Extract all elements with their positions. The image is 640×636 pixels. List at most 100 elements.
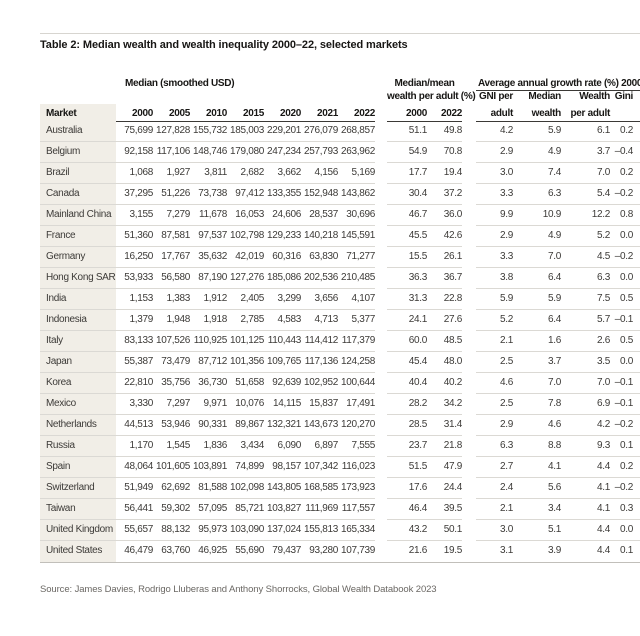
median-value: 103,891 — [190, 457, 227, 478]
table-row: Belgium 92,158 117,106 148,746 179,080 247,23… — [40, 142, 640, 163]
median-mean-value: 21.8 — [427, 436, 462, 457]
median-value: 1,383 — [153, 289, 190, 310]
column-gap — [462, 373, 476, 394]
table-bottom-rule — [40, 562, 640, 563]
median-value: 48,064 — [116, 457, 153, 478]
table-row: Spain 48,064 101,605 103,891 74,899 98,157 107… — [40, 457, 640, 478]
median-mean-value: 45.4 — [387, 352, 427, 373]
median-value: 4,156 — [301, 163, 338, 184]
median-value: 100,644 — [338, 373, 375, 394]
table-row: Australia 75,699 127,828 155,732 185,003 229,… — [40, 121, 640, 142]
median-mean-value: 21.6 — [408, 545, 428, 556]
median-value: 71,277 — [338, 247, 375, 268]
column-gap — [462, 104, 476, 122]
growth-value: 5.9 — [476, 289, 513, 310]
median-value: 155,732 — [190, 121, 227, 142]
growth-value: 0.2 — [610, 457, 640, 478]
median-mean-value: 19.5 — [443, 545, 463, 556]
table-row: Brazil 1,068 1,927 3,811 2,682 3,662 4,156 5,16… — [40, 163, 640, 184]
growth-value: 3.4 — [513, 499, 561, 520]
median-value: 1,912 — [190, 289, 227, 310]
growth-value: 4.1 — [561, 499, 610, 520]
median-value: 2,785 — [227, 310, 264, 331]
growth-value: 7.0 — [513, 373, 561, 394]
median-mean-value: 37.2 — [427, 184, 462, 205]
median-value: 109,765 — [264, 352, 301, 373]
column-gap — [375, 499, 387, 520]
median-value: 143,805 — [264, 478, 301, 499]
median-value: 57,095 — [190, 499, 227, 520]
median-value: 30,696 — [338, 205, 375, 226]
median-value: 116,023 — [338, 457, 375, 478]
column-gap — [375, 394, 387, 415]
growth-value: 12.2 — [561, 205, 610, 226]
median-value: 1,068 — [116, 163, 153, 184]
growth-value: 5.1 — [513, 520, 561, 541]
median-value: 73,738 — [190, 184, 227, 205]
median-value: 17,491 — [338, 394, 375, 415]
median-mean-value: 17.6 — [387, 478, 427, 499]
column-gap — [375, 184, 387, 205]
median-mean-value: 48.5 — [427, 331, 462, 352]
median-mean-value: 24.4 — [427, 478, 462, 499]
column-gap — [375, 520, 387, 541]
growth-value: 2.4 — [476, 478, 513, 499]
median-year-header: 2010 — [190, 104, 227, 122]
growth-subheader-line2: wealth — [513, 104, 561, 122]
column-gap — [462, 541, 476, 562]
median-value: 276,079 — [301, 121, 338, 142]
market-name: Indonesia — [40, 310, 116, 331]
median-value: 152,948 — [301, 184, 338, 205]
growth-value: 5.2 — [476, 310, 513, 331]
growth-value: 2.5 — [476, 394, 513, 415]
growth-value: 0.0 — [610, 226, 640, 247]
growth-value: 4.2 — [561, 415, 610, 436]
median-value: 137,024 — [264, 520, 301, 541]
column-gap — [375, 478, 387, 499]
table-row: France 51,360 87,581 97,537 102,798 129,233 14… — [40, 226, 640, 247]
median-value: 97,537 — [190, 226, 227, 247]
median-value: 36,730 — [190, 373, 227, 394]
median-value: 51,226 — [153, 184, 190, 205]
median-value: 90,331 — [190, 415, 227, 436]
median-value: 63,830 — [301, 247, 338, 268]
median-value: 85,721 — [227, 499, 264, 520]
median-value: 263,962 — [338, 142, 375, 163]
median-value: 55,387 — [116, 352, 153, 373]
median-value: 132,321 — [264, 415, 301, 436]
growth-value: 0.1 — [610, 436, 640, 457]
median-value: 3,662 — [264, 163, 301, 184]
growth-value: –0.2 — [610, 478, 640, 499]
column-gap — [375, 373, 387, 394]
growth-value: 7.0 — [561, 373, 610, 394]
median-mean-value: 50.1 — [427, 520, 462, 541]
growth-value: 4.9 — [513, 142, 561, 163]
column-gap — [462, 331, 476, 352]
growth-subheader-line1: Gini — [614, 91, 634, 102]
median-value: 257,793 — [301, 142, 338, 163]
table-body: Australia 75,699 127,828 155,732 185,003 229,… — [40, 121, 640, 562]
median-value: 3,434 — [227, 436, 264, 457]
median-value: 3,811 — [190, 163, 227, 184]
growth-value: 7.5 — [561, 289, 610, 310]
growth-value: 6.4 — [513, 310, 561, 331]
column-gap — [375, 457, 387, 478]
column-gap — [462, 184, 476, 205]
growth-value: –0.1 — [610, 310, 640, 331]
growth-value: 0.5 — [610, 289, 640, 310]
growth-value: 3.3 — [476, 247, 513, 268]
growth-value: –0.2 — [610, 184, 640, 205]
median-mean-value: 40.2 — [427, 373, 462, 394]
median-mean-group-header-line2: wealth per adult (%) — [387, 91, 476, 102]
median-value: 1,545 — [153, 436, 190, 457]
median-value: 56,580 — [153, 268, 190, 289]
median-year-header: 2005 — [153, 104, 190, 122]
growth-value: 4.5 — [561, 247, 610, 268]
median-value: 55,690 — [235, 545, 264, 556]
median-value: 87,712 — [190, 352, 227, 373]
median-value: 185,003 — [227, 121, 264, 142]
growth-value: 0.5 — [610, 331, 640, 352]
growth-value: 0.2 — [610, 121, 640, 142]
growth-value: 0.1 — [619, 545, 633, 556]
